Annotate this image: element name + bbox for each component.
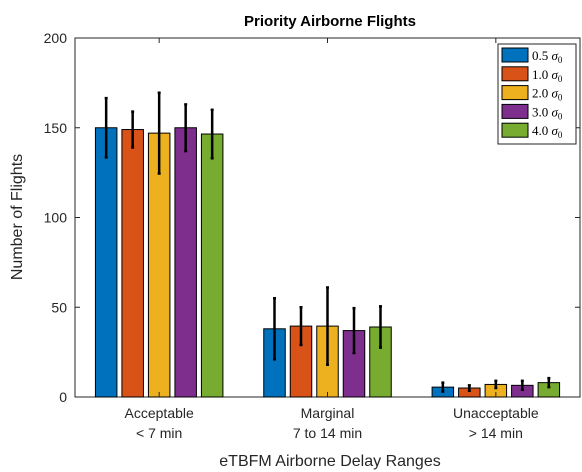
- y-tick-label: 100: [44, 210, 68, 226]
- x-category-label: Unacceptable: [453, 405, 539, 421]
- bar: [121, 129, 144, 398]
- legend-label: 0.5 σ0: [532, 48, 563, 65]
- x-axis-title: eTBFM Airborne Delay Ranges: [219, 453, 440, 470]
- legend-swatch: [501, 103, 529, 119]
- y-tick-label: 50: [51, 299, 67, 315]
- bar: [174, 127, 197, 398]
- x-category-range: < 7 min: [136, 425, 182, 441]
- y-tick-label: 150: [44, 120, 68, 136]
- legend-swatch: [501, 122, 529, 138]
- legend-swatch: [501, 47, 529, 63]
- legend-label: 3.0 σ0: [532, 104, 563, 121]
- plot-area: [74, 37, 581, 398]
- legend-swatch: [501, 85, 529, 101]
- x-axis-categories: Acceptable < 7 min Marginal 7 to 14 min Unac…: [125, 38, 539, 441]
- x-category-label: Marginal: [301, 405, 355, 421]
- chart-title: Priority Airborne Flights: [244, 13, 416, 30]
- legend-label: 4.0 σ0: [532, 123, 563, 140]
- legend: 0.5 σ0 1.0 σ0 2.0 σ03.0 σ0 4.0 σ0: [497, 43, 577, 145]
- x-category-range: > 14 min: [469, 425, 523, 441]
- bar: [94, 127, 118, 398]
- legend-label: 2.0 σ0: [532, 86, 563, 103]
- legend-swatch: [501, 66, 529, 82]
- legend-label: 1.0 σ0: [532, 67, 563, 84]
- y-tick-label: 0: [59, 389, 67, 405]
- bar: [200, 133, 224, 398]
- y-tick-label: 200: [44, 30, 68, 46]
- y-axis-ticks: 0 50 100 150 200: [44, 30, 580, 405]
- x-category-label: Acceptable: [125, 405, 194, 421]
- x-category-range: 7 to 14 min: [293, 425, 362, 441]
- y-axis-title: Number of Flights: [9, 154, 26, 280]
